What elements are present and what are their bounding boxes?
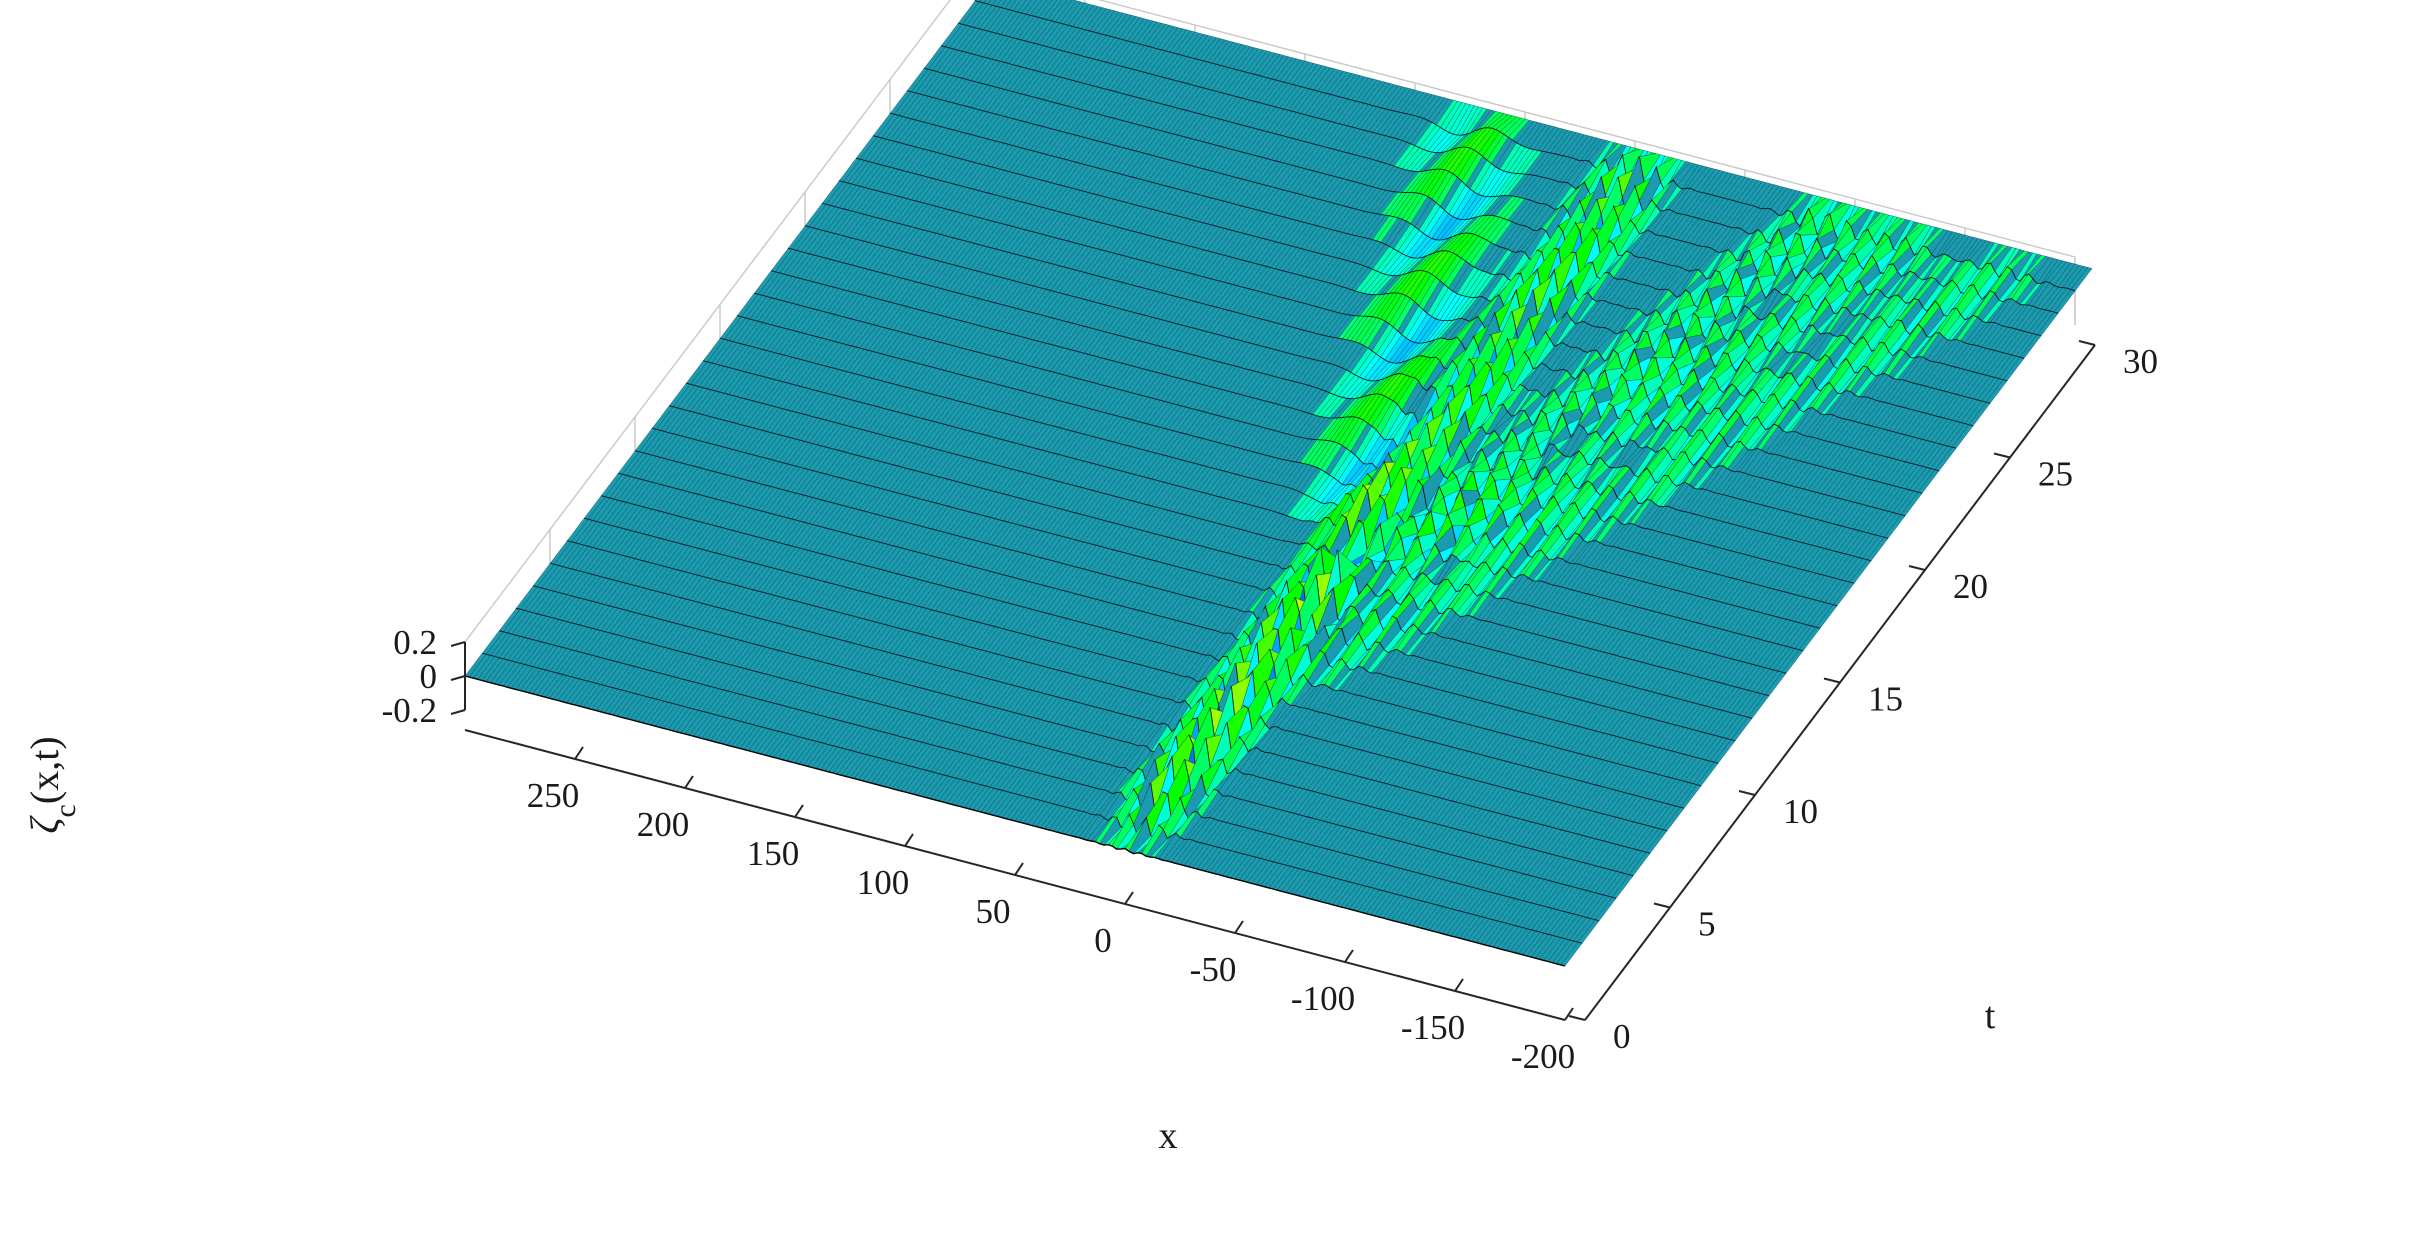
surface-strip [957, 0, 2076, 315]
surface-strip [940, 23, 2059, 337]
surface [464, 0, 2093, 967]
surface-strip [974, 0, 2093, 292]
